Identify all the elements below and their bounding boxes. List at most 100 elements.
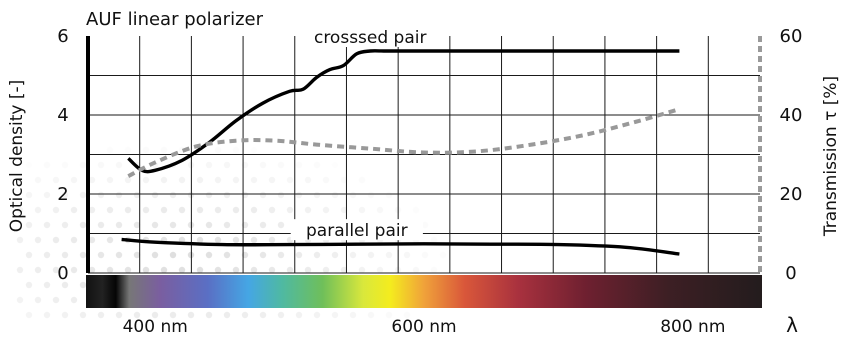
background-dot: [169, 221, 177, 229]
background-dot: [25, 311, 33, 319]
background-dot: [70, 236, 78, 244]
background-dot: [277, 161, 285, 169]
background-dot: [223, 221, 231, 229]
y-axis-right-label: Transmission τ [%]: [821, 76, 841, 237]
background-dot: [43, 161, 51, 169]
background-dot: [232, 146, 240, 154]
background-dot: [313, 191, 321, 199]
background-dot: [16, 296, 24, 304]
background-dot: [421, 251, 429, 259]
background-dot: [259, 161, 267, 169]
y-right-tick-label: 0: [785, 263, 796, 284]
background-dot: [277, 311, 285, 319]
background-dot: [376, 266, 384, 274]
background-dot: [61, 161, 69, 169]
background-dot: [412, 266, 420, 274]
y-right-tick-label: 60: [780, 26, 803, 47]
background-dot: [142, 176, 150, 184]
background-dot: [16, 176, 24, 184]
background-dot: [259, 251, 267, 259]
background-dot: [133, 251, 141, 259]
background-dot: [70, 206, 78, 214]
background-dot: [88, 266, 96, 274]
background-dot: [223, 251, 231, 259]
background-dot: [97, 161, 105, 169]
background-dot: [295, 191, 303, 199]
background-dot: [43, 281, 51, 289]
y-left-tick-label: 0: [57, 263, 68, 284]
background-dot: [160, 176, 168, 184]
background-dot: [313, 251, 321, 259]
background-dot: [421, 221, 429, 229]
background-dot: [313, 161, 321, 169]
background-dot: [250, 176, 258, 184]
background-dot: [106, 266, 114, 274]
background-dot: [349, 251, 357, 259]
background-dot: [52, 206, 60, 214]
background-dot: [34, 176, 42, 184]
background-dot: [43, 221, 51, 229]
background-dot: [43, 191, 51, 199]
background-dot: [25, 221, 33, 229]
background-dot: [61, 191, 69, 199]
background-dot: [268, 266, 276, 274]
background-dot: [88, 206, 96, 214]
background-dot: [79, 281, 87, 289]
background-dot: [214, 146, 222, 154]
background-dot: [61, 221, 69, 229]
background-dot: [133, 311, 141, 319]
background-dot: [196, 176, 204, 184]
background-dot: [286, 206, 294, 214]
y-left-tick-label: 4: [57, 105, 68, 126]
background-dot: [133, 191, 141, 199]
y-left-tick-label: 6: [57, 26, 68, 47]
background-dot: [52, 266, 60, 274]
background-dot: [439, 251, 447, 259]
annotation-layer: crosssed pair parallel pair: [290, 26, 437, 241]
y-right-tick-label: 40: [780, 105, 803, 126]
background-dot: [340, 176, 348, 184]
annotation-background: [290, 219, 423, 241]
background-dot: [340, 266, 348, 274]
background-dot: [187, 311, 195, 319]
axes: [86, 36, 762, 273]
background-dot: [250, 206, 258, 214]
background-dot: [367, 251, 375, 259]
background-dot: [268, 206, 276, 214]
background-dot: [196, 206, 204, 214]
background-dot: [142, 266, 150, 274]
y-left-tick-label: 2: [57, 184, 68, 205]
background-dot: [106, 146, 114, 154]
series-transmission: [127, 107, 680, 178]
background-dot: [34, 236, 42, 244]
background-dot: [133, 221, 141, 229]
background-dot: [331, 191, 339, 199]
background-dot: [169, 191, 177, 199]
x-tick-label: 800 nm: [660, 317, 725, 337]
background-dot: [178, 266, 186, 274]
background-dot: [214, 266, 222, 274]
background-dot: [151, 191, 159, 199]
background-dot: [79, 311, 87, 319]
background-dot: [61, 311, 69, 319]
background-dot: [331, 251, 339, 259]
background-dot: [205, 161, 213, 169]
background-dot: [43, 311, 51, 319]
y-axis-left-label: Optical density [-]: [7, 80, 27, 233]
background-dot: [259, 191, 267, 199]
background-dot: [277, 221, 285, 229]
background-dot: [34, 206, 42, 214]
background-dot: [358, 266, 366, 274]
annotation-label: crosssed pair: [314, 28, 427, 48]
background-dot: [304, 176, 312, 184]
background-dot: [79, 191, 87, 199]
background-dot: [196, 266, 204, 274]
background-dot: [70, 176, 78, 184]
background-dot: [205, 221, 213, 229]
grid: [88, 36, 760, 274]
background-dot: [88, 176, 96, 184]
background-dot: [232, 236, 240, 244]
spectrum-bar: [86, 275, 762, 308]
background-dot: [16, 266, 24, 274]
background-dot: [232, 266, 240, 274]
